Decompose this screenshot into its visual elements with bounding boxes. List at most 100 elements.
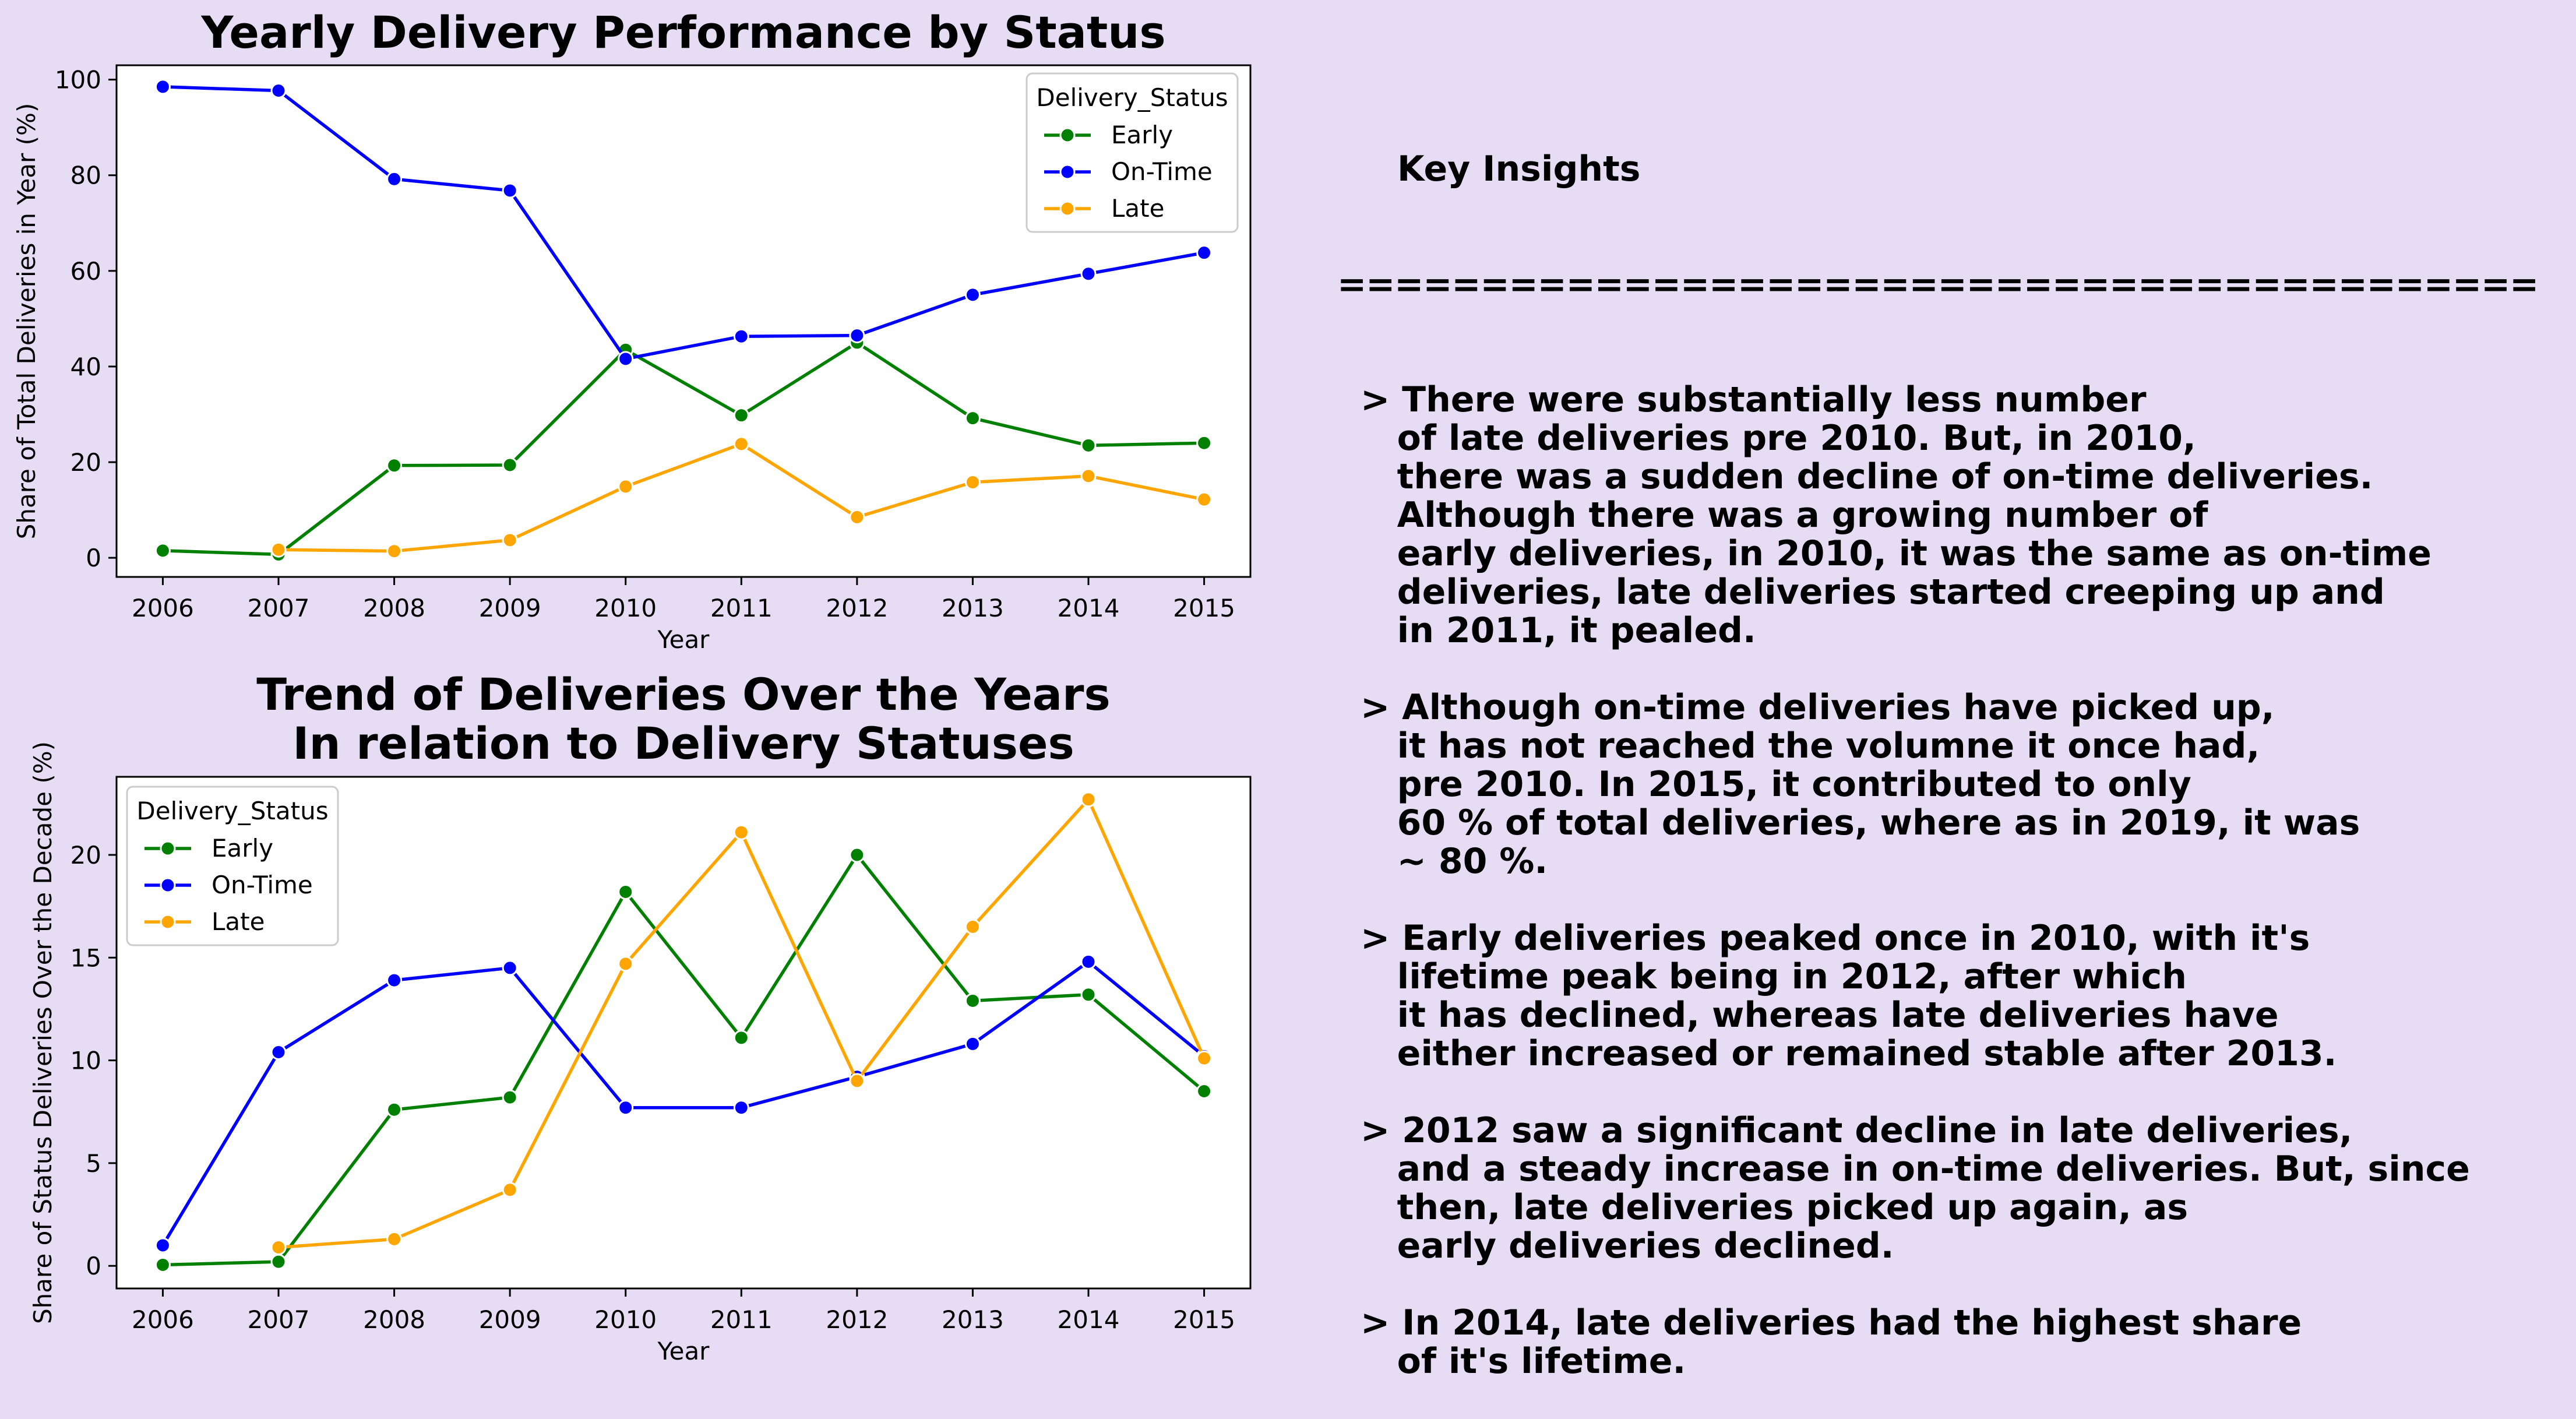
x-tick-label: 2007 [248,1305,310,1334]
data-point [270,1239,287,1255]
y-tick-label: 100 [55,66,101,94]
data-point [1196,1083,1213,1099]
legend-title: Delivery_Status [1036,83,1228,112]
data-point [270,1253,287,1270]
insight-line: pre 2010. In 2015, it contributed to onl… [1361,764,2191,805]
x-tick-label: 2008 [363,594,425,622]
series-early [154,847,1213,1273]
x-tick-label: 2011 [710,1305,773,1334]
data-point [849,1073,865,1089]
legend-swatch-marker [160,914,176,930]
data-point [386,1101,403,1118]
insights-spacer [1337,650,2538,688]
x-tick-label: 2007 [248,594,310,622]
y-axis-label: Share of Total Deliveries in Year (%) [12,103,41,540]
chart-1: Yearly Delivery Performance by Status200… [12,6,1252,654]
y-tick-label: 10 [71,1047,101,1075]
data-point [502,1089,518,1105]
insight-line: > Early deliveries peaked once in 2010, … [1361,918,2310,959]
insight-line: it has not reached the volumne it once h… [1361,726,2260,766]
series-early [154,334,1213,562]
series-line [161,960,1206,1247]
data-point [1080,987,1097,1003]
data-point [1196,1050,1213,1066]
x-tick-label: 2011 [710,594,773,622]
x-tick-label: 2013 [942,594,1004,622]
x-tick-label: 2014 [1058,1305,1120,1334]
data-point [502,1182,518,1198]
insight-line: > In 2014, late deliveries had the highe… [1361,1302,2302,1343]
series-late [270,791,1213,1255]
data-point [502,532,518,548]
insights-spacer [1337,881,2538,919]
legend-title: Delivery_Status [136,797,328,825]
data-point [270,1044,287,1060]
insight-line: it has declined, whereas late deliveries… [1361,995,2279,1036]
data-point [733,1030,749,1046]
data-point [964,992,981,1009]
insight-line: ~ 80 %. [1361,841,1548,882]
data-point [733,328,749,344]
legend-entry-label: On-Time [1111,157,1213,186]
data-point [270,82,287,98]
data-point [618,956,634,972]
x-tick-label: 2006 [132,594,194,622]
insight-line: lifetime peak being in 2012, after which [1361,956,2187,997]
data-point [1196,491,1213,508]
data-point [1196,435,1213,451]
insights-heading: Key Insights [1397,149,1641,189]
insight-line: of it's lifetime. [1361,1341,1686,1382]
insight-line: then, late deliveries picked up again, a… [1361,1187,2189,1228]
insight-line: in 2011, it pealed. [1361,610,1756,651]
data-point [154,79,171,95]
data-point [964,474,981,491]
data-point [849,509,865,525]
data-point [386,972,403,988]
series-line [163,853,1206,1267]
y-tick-label: 80 [71,161,101,190]
data-point [270,541,287,558]
legend-entry-label: On-Time [212,871,313,899]
insight-line: > 2012 saw a significant decline in late… [1361,1110,2353,1151]
y-tick-label: 0 [86,1252,101,1280]
x-axis-label: Year [657,625,710,654]
insight-line: > There were substantially less number [1361,379,2147,420]
data-point [154,1256,171,1273]
data-point [502,457,518,473]
y-tick-label: 20 [71,448,101,477]
x-tick-label: 2015 [1173,594,1235,622]
y-tick-label: 60 [71,257,101,286]
x-tick-label: 2009 [479,1305,541,1334]
data-point [1080,437,1097,453]
plot-frame [115,776,1252,1290]
legend-entry-label: Late [1111,194,1164,223]
y-tick-label: 20 [71,841,101,869]
insights-rule: ========================================… [1337,264,2539,305]
legend-swatch-marker [160,840,176,857]
x-axis-label: Year [657,1337,710,1365]
legend-box [126,786,339,946]
x-tick-label: 2015 [1173,1305,1235,1334]
legend-entry-label: Late [212,907,265,936]
legend-swatch-marker [1059,200,1076,217]
insights-spacer [1337,1073,2538,1111]
insight-line: > Although on-time deliveries have picke… [1361,687,2275,728]
insight-line: early deliveries declined. [1361,1226,1894,1266]
figure-canvas: Yearly Delivery Performance by Status200… [12,6,1252,1365]
data-point [1196,245,1213,261]
legend: Delivery_Status Early On-Time Late [126,786,339,946]
legend-entry-label: Early [1111,121,1173,149]
data-point [154,1237,171,1253]
data-point [733,407,749,424]
data-point [386,543,403,559]
x-tick-label: 2010 [594,1305,657,1334]
series-late [270,436,1213,559]
insights-paragraphs: > There were substantially less number o… [1337,381,2538,1381]
series-line [163,85,1205,361]
data-point [386,171,403,187]
data-point [964,918,981,935]
legend-entry-label: Early [212,834,273,862]
data-point [964,1036,981,1052]
insight-line: there was a sudden decline of on-time de… [1361,456,2373,497]
